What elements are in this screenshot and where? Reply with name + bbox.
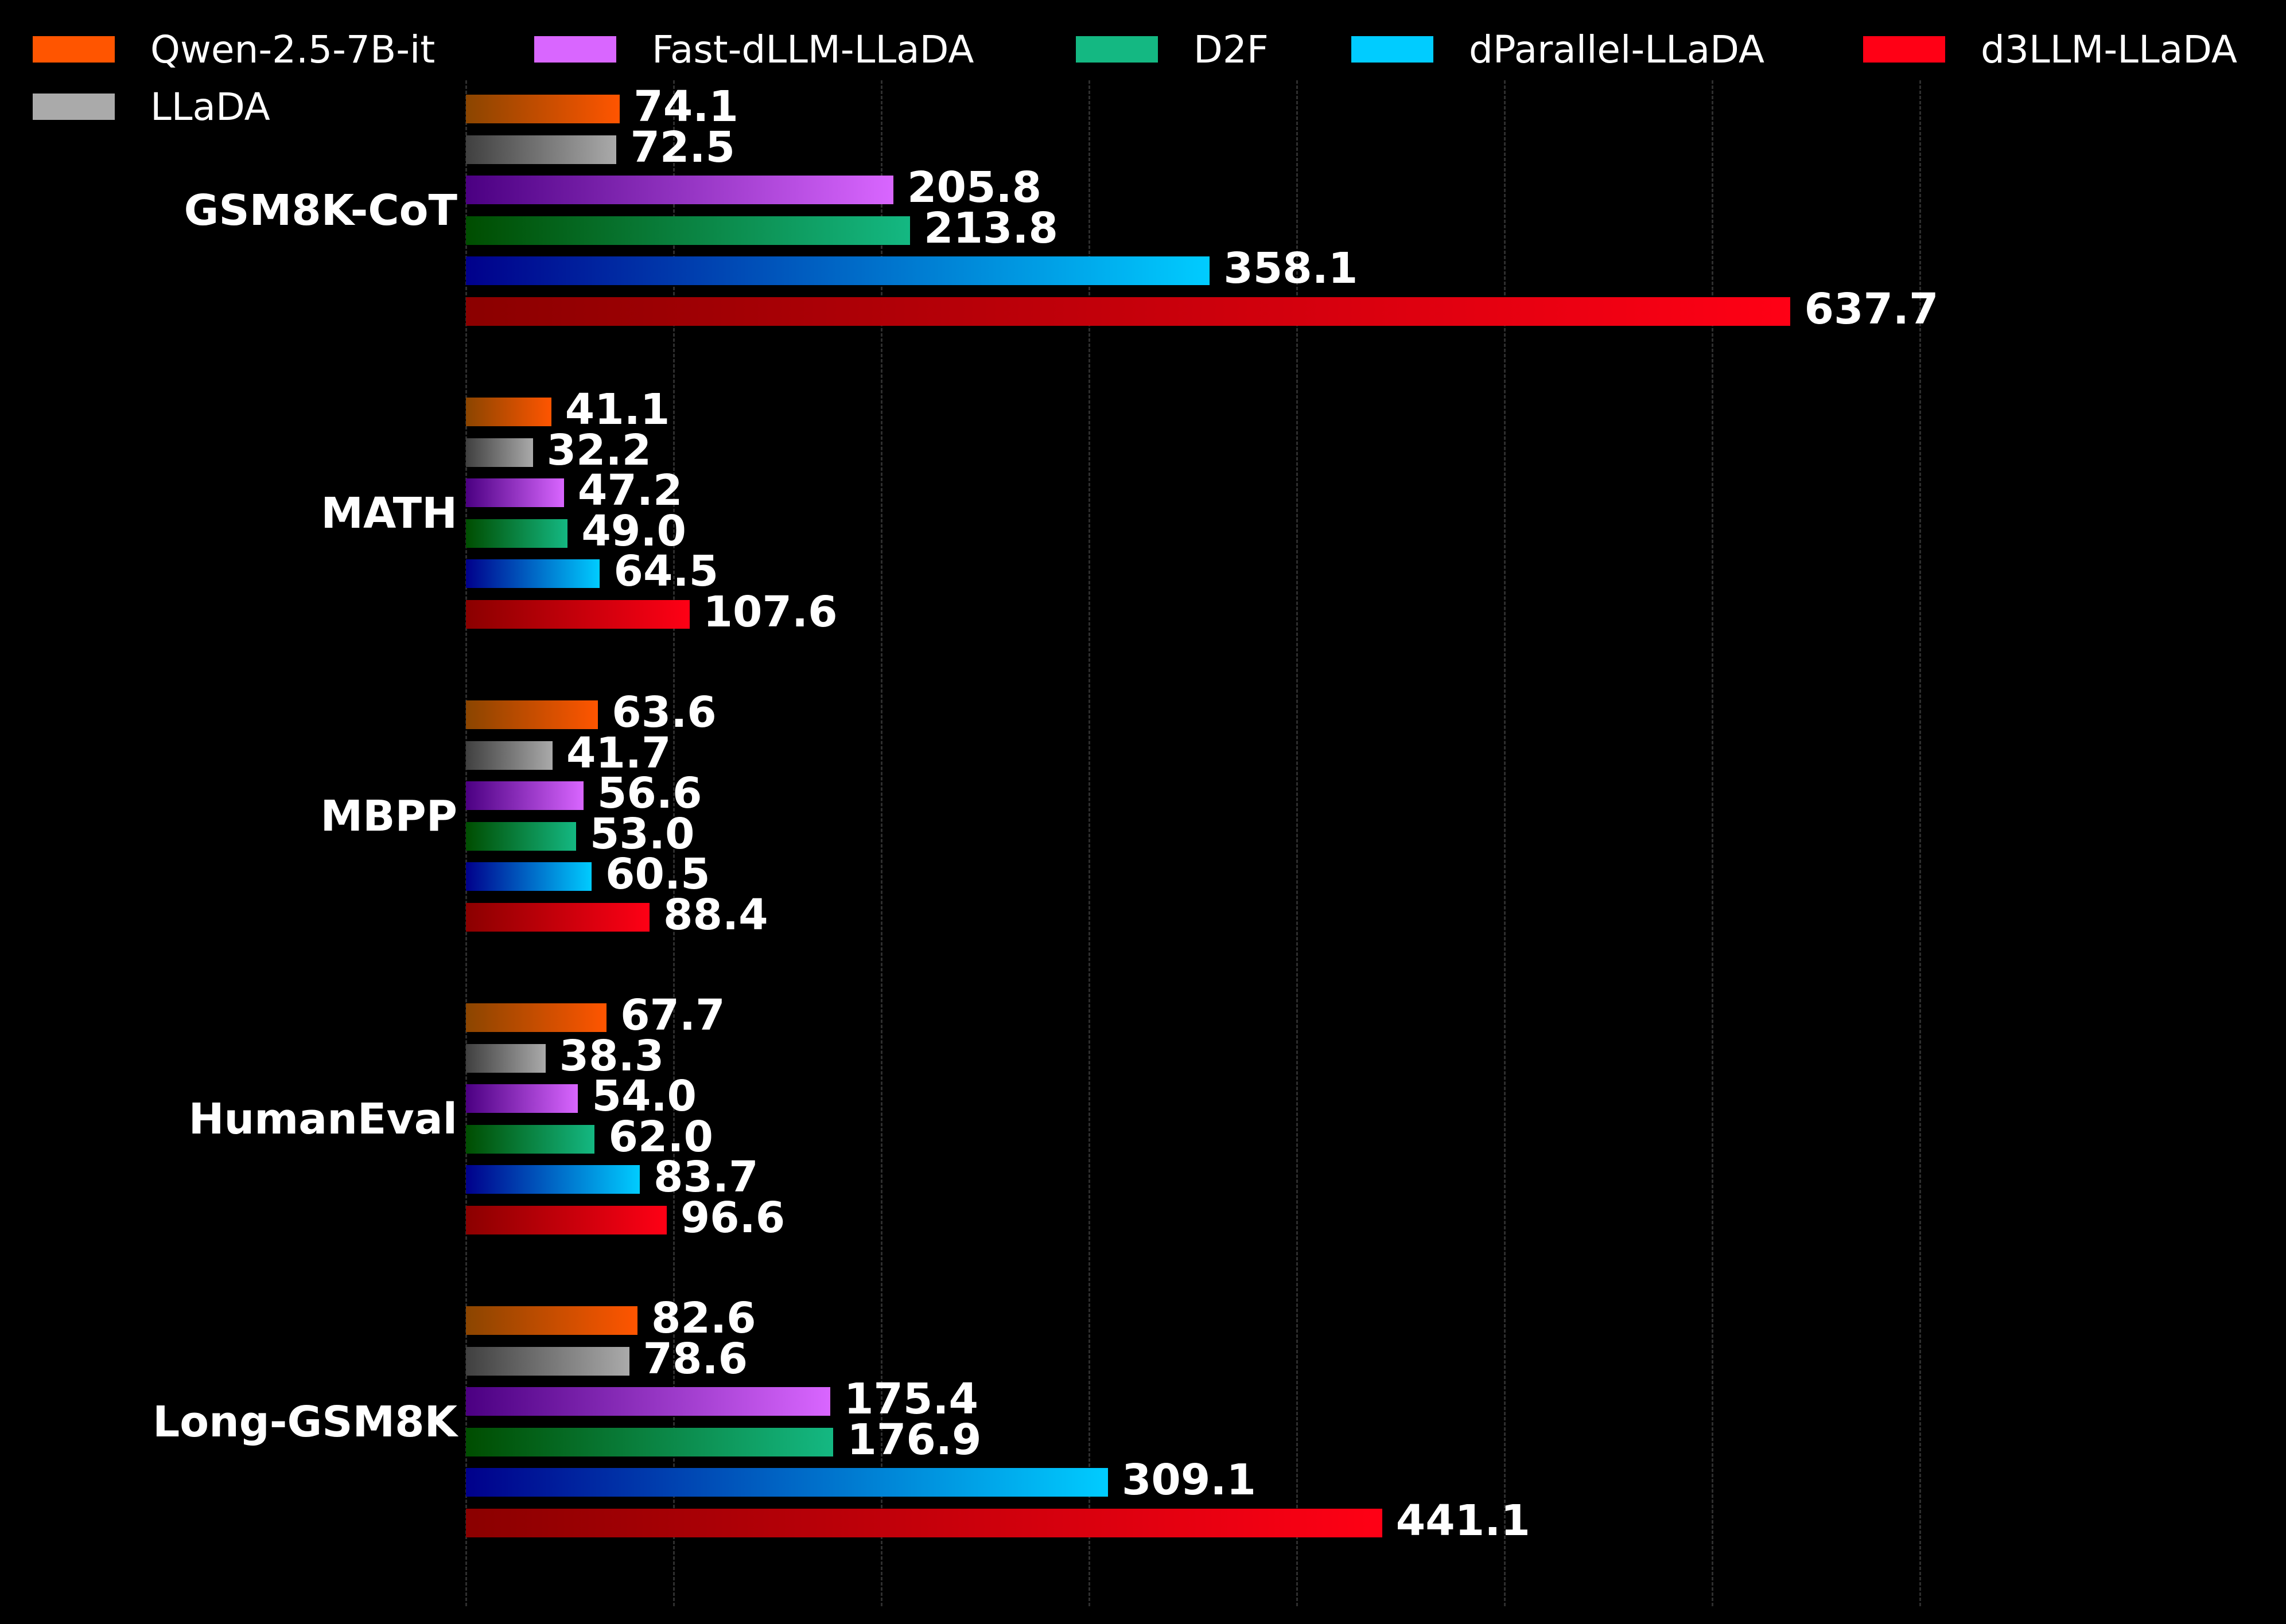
legend-swatch [33,36,115,63]
value-label: 67.7 [620,991,725,1040]
bar-fast-dllm-llada [466,1387,830,1416]
bar-qwen-2-5-7b-it [466,1003,607,1032]
bar-llada [466,741,553,770]
bar-llada [466,1043,546,1073]
value-label: 358.1 [1223,244,1358,294]
value-label: 213.8 [923,203,1059,253]
category-label: MBPP [320,791,457,841]
value-label: 32.2 [546,425,652,475]
value-label: 62.0 [608,1112,714,1162]
value-label: 49.0 [581,506,686,556]
gridline [1504,80,1506,1606]
value-label: 441.1 [1395,1496,1530,1545]
bar-fast-dllm-llada [466,781,584,811]
legend-item-fast-dllm: Fast-dLLM-LLaDA [534,28,974,72]
bar-llada [466,438,533,467]
value-label: 63.6 [612,688,717,737]
value-label: 72.5 [630,122,736,172]
bar-dparallel-llada [466,559,600,589]
legend-item-dparallel: dParallel-LLaDA [1351,28,1764,72]
value-label: 53.0 [589,809,695,859]
value-label: 637.7 [1804,285,1939,334]
legend-swatch [534,36,616,63]
value-label: 56.6 [597,769,702,819]
gridline [1088,80,1090,1606]
bar-fast-dllm-llada [466,478,564,508]
legend-swatch [1351,36,1433,63]
value-label: 175.4 [843,1374,979,1424]
bar-d3llm-llada [466,297,1791,326]
value-label: 107.6 [703,587,838,637]
legend-label: dParallel-LLaDA [1469,27,1764,72]
value-label: 41.7 [566,728,671,778]
bar-d2f [466,821,576,851]
bar-dparallel-llada [466,256,1210,286]
gridline [1296,80,1298,1606]
category-label: Long-GSM8K [153,1397,457,1447]
category-label: HumanEval [188,1094,457,1144]
bar-d2f [466,1427,834,1456]
gridline [1919,80,1921,1606]
bar-d3llm-llada [466,600,690,629]
value-label: 64.5 [613,547,719,597]
gridline [673,80,675,1606]
category-label: MATH [321,488,457,538]
bar-llada [466,135,617,164]
legend-item-d3llm: d3LLM-LLaDA [1863,28,2237,72]
value-label: 60.5 [605,850,710,899]
legend-item-llada: LLaDA [33,85,270,129]
gridline [1712,80,1713,1606]
value-label: 83.7 [653,1152,759,1202]
value-label: 74.1 [633,82,738,131]
bar-qwen-2-5-7b-it [466,1306,637,1335]
bar-qwen-2-5-7b-it [466,398,551,426]
value-label: 96.6 [680,1193,786,1243]
legend-label: d3LLM-LLaDA [1981,27,2237,72]
bar-d3llm-llada [466,1206,667,1234]
bar-fast-dllm-llada [466,176,893,205]
bar-d2f [466,216,910,245]
bar-llada [466,1346,629,1376]
value-label: 38.3 [559,1031,664,1081]
value-label: 176.9 [847,1415,982,1465]
category-label: GSM8K-CoT [184,185,457,235]
legend-item-d2f: D2F [1076,28,1269,72]
legend-swatch [33,94,115,120]
bar-fast-dllm-llada [466,1084,578,1113]
legend-label: D2F [1193,27,1269,72]
value-label: 47.2 [577,466,683,516]
gridline [881,80,882,1606]
bar-d2f [466,519,568,548]
value-label: 54.0 [592,1072,697,1121]
bar-d3llm-llada [466,903,650,932]
bar-qwen-2-5-7b-it [466,700,598,729]
bar-dparallel-llada [466,862,592,891]
legend-item-qwen: Qwen-2.5-7B-it [33,28,435,72]
bar-d2f [466,1124,595,1154]
bar-d3llm-llada [466,1509,1382,1537]
legend-swatch [1863,36,1945,63]
bar-qwen-2-5-7b-it [466,95,620,123]
value-label: 88.4 [663,890,768,940]
legend-label: Fast-dLLM-LLaDA [652,27,974,72]
legend-swatch [1076,36,1158,63]
value-label: 205.8 [907,163,1042,213]
legend-label: Qwen-2.5-7B-it [150,27,436,72]
value-label: 78.6 [643,1334,748,1384]
value-label: 309.1 [1121,1455,1257,1505]
bar-dparallel-llada [466,1165,640,1194]
value-label: 41.1 [565,385,670,434]
legend-label: LLaDA [150,84,270,129]
value-label: 82.6 [651,1294,756,1343]
bar-dparallel-llada [466,1468,1108,1497]
